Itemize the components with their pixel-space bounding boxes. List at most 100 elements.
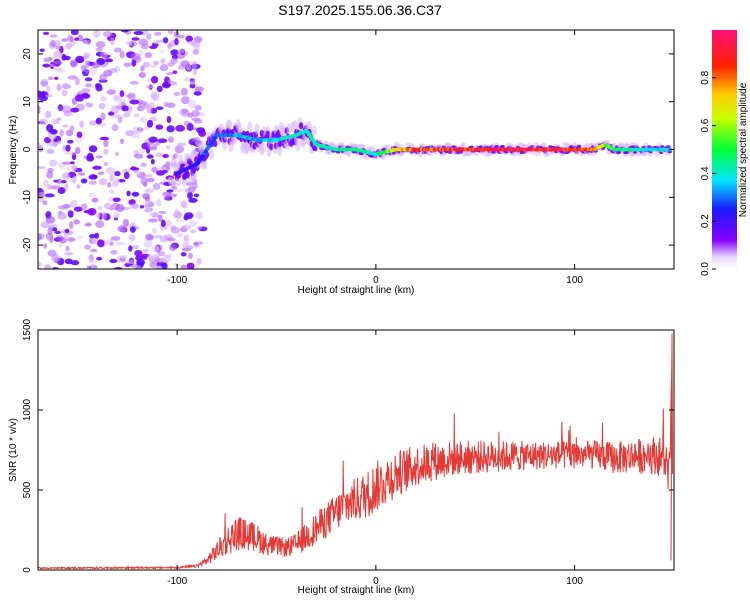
noise-cell bbox=[156, 199, 162, 207]
noise-cell bbox=[99, 136, 110, 141]
noise-cell bbox=[75, 57, 84, 64]
noise-cell bbox=[57, 205, 68, 210]
noise-cell bbox=[100, 51, 108, 58]
x-tick-label: 0 bbox=[373, 576, 379, 587]
ridge-halo bbox=[175, 175, 181, 187]
noise-cell bbox=[113, 94, 119, 102]
noise-cell bbox=[150, 75, 159, 84]
noise-cell bbox=[151, 166, 158, 173]
noise-cell bbox=[148, 102, 155, 108]
noise-cell bbox=[155, 124, 164, 130]
noise-cell bbox=[54, 230, 62, 234]
noise-cell bbox=[44, 110, 52, 119]
noise-cell bbox=[75, 77, 80, 86]
noise-cell bbox=[156, 170, 165, 176]
ridge-halo bbox=[294, 140, 301, 152]
noise-cell bbox=[174, 208, 180, 214]
noise-cell bbox=[109, 241, 114, 246]
noise-cell bbox=[196, 226, 203, 230]
noise-cell bbox=[191, 41, 201, 48]
noise-cell bbox=[66, 237, 76, 242]
noise-cell bbox=[165, 161, 171, 166]
noise-cell bbox=[75, 94, 85, 102]
noise-cell bbox=[143, 239, 153, 248]
noise-cell bbox=[198, 241, 204, 245]
noise-cell bbox=[191, 110, 200, 118]
ridge-halo bbox=[438, 143, 444, 149]
noise-cell bbox=[148, 136, 158, 143]
noise-cell bbox=[95, 117, 102, 125]
noise-cell bbox=[56, 117, 62, 121]
noise-cell bbox=[97, 239, 105, 248]
noise-cell bbox=[44, 94, 53, 98]
noise-cell bbox=[67, 75, 78, 80]
noise-cell bbox=[196, 257, 202, 266]
noise-cell bbox=[38, 95, 48, 102]
noise-cell bbox=[46, 123, 54, 132]
noise-cell bbox=[160, 58, 166, 64]
noise-cell bbox=[181, 242, 190, 249]
noise-cell bbox=[155, 265, 163, 269]
noise-cell bbox=[167, 176, 174, 185]
noise-cell bbox=[106, 89, 116, 95]
noise-cell bbox=[46, 184, 53, 190]
noise-cell bbox=[144, 233, 154, 241]
noise-cell bbox=[154, 31, 162, 36]
noise-cell bbox=[98, 178, 108, 186]
noise-cell bbox=[64, 252, 74, 256]
noise-cell bbox=[95, 84, 103, 92]
noise-cell bbox=[117, 116, 123, 124]
noise-cell bbox=[46, 234, 51, 242]
noise-cell bbox=[91, 62, 101, 69]
noise-cell bbox=[103, 202, 112, 210]
noise-cell bbox=[115, 204, 125, 212]
noise-cell bbox=[46, 171, 54, 179]
noise-cell bbox=[62, 161, 72, 165]
colorbar-label: Normalized spectral amplitude bbox=[738, 82, 749, 217]
noise-cell bbox=[64, 151, 74, 155]
noise-cell bbox=[163, 195, 170, 201]
noise-cell bbox=[105, 167, 116, 174]
noise-cell bbox=[97, 171, 105, 175]
noise-cell bbox=[166, 237, 176, 242]
y-tick-label: 1000 bbox=[22, 398, 33, 421]
ridge-cell bbox=[298, 122, 304, 130]
colorbar-tick-label: 0.6 bbox=[700, 118, 711, 132]
noise-cell bbox=[151, 245, 160, 254]
ridge-halo bbox=[247, 121, 253, 133]
noise-cell bbox=[161, 262, 168, 269]
noise-cell bbox=[121, 105, 129, 112]
noise-cell bbox=[56, 83, 62, 92]
noise-cell bbox=[130, 134, 141, 139]
noise-cell bbox=[153, 60, 159, 66]
noise-cell bbox=[112, 177, 120, 185]
noise-cell bbox=[42, 31, 50, 36]
noise-cell bbox=[57, 186, 66, 195]
noise-cell bbox=[52, 227, 58, 232]
noise-cell bbox=[150, 158, 155, 165]
noise-cell bbox=[146, 177, 155, 183]
snr-y-ticks: 0 500 1000 1500 bbox=[22, 318, 674, 573]
noise-cell bbox=[44, 193, 55, 198]
noise-cell bbox=[165, 145, 171, 150]
noise-cell bbox=[147, 254, 155, 260]
noise-cell bbox=[159, 64, 169, 72]
noise-cell bbox=[126, 94, 135, 98]
colorbar-tick-label: 0.8 bbox=[700, 70, 711, 84]
noise-cell bbox=[59, 129, 64, 137]
noise-cell bbox=[80, 65, 87, 72]
noise-cell bbox=[152, 93, 160, 102]
noise-cell bbox=[184, 76, 190, 82]
noise-cell bbox=[153, 39, 160, 45]
noise-cell bbox=[180, 200, 188, 209]
noise-cell bbox=[158, 210, 167, 215]
noise-cell bbox=[104, 58, 114, 63]
noise-cell bbox=[166, 125, 175, 133]
noise-cell bbox=[159, 235, 169, 243]
noise-cell bbox=[173, 211, 182, 219]
noise-cell bbox=[77, 34, 84, 42]
noise-cell bbox=[184, 187, 191, 194]
ridge-cell bbox=[666, 145, 671, 149]
noise-cell bbox=[176, 142, 187, 146]
